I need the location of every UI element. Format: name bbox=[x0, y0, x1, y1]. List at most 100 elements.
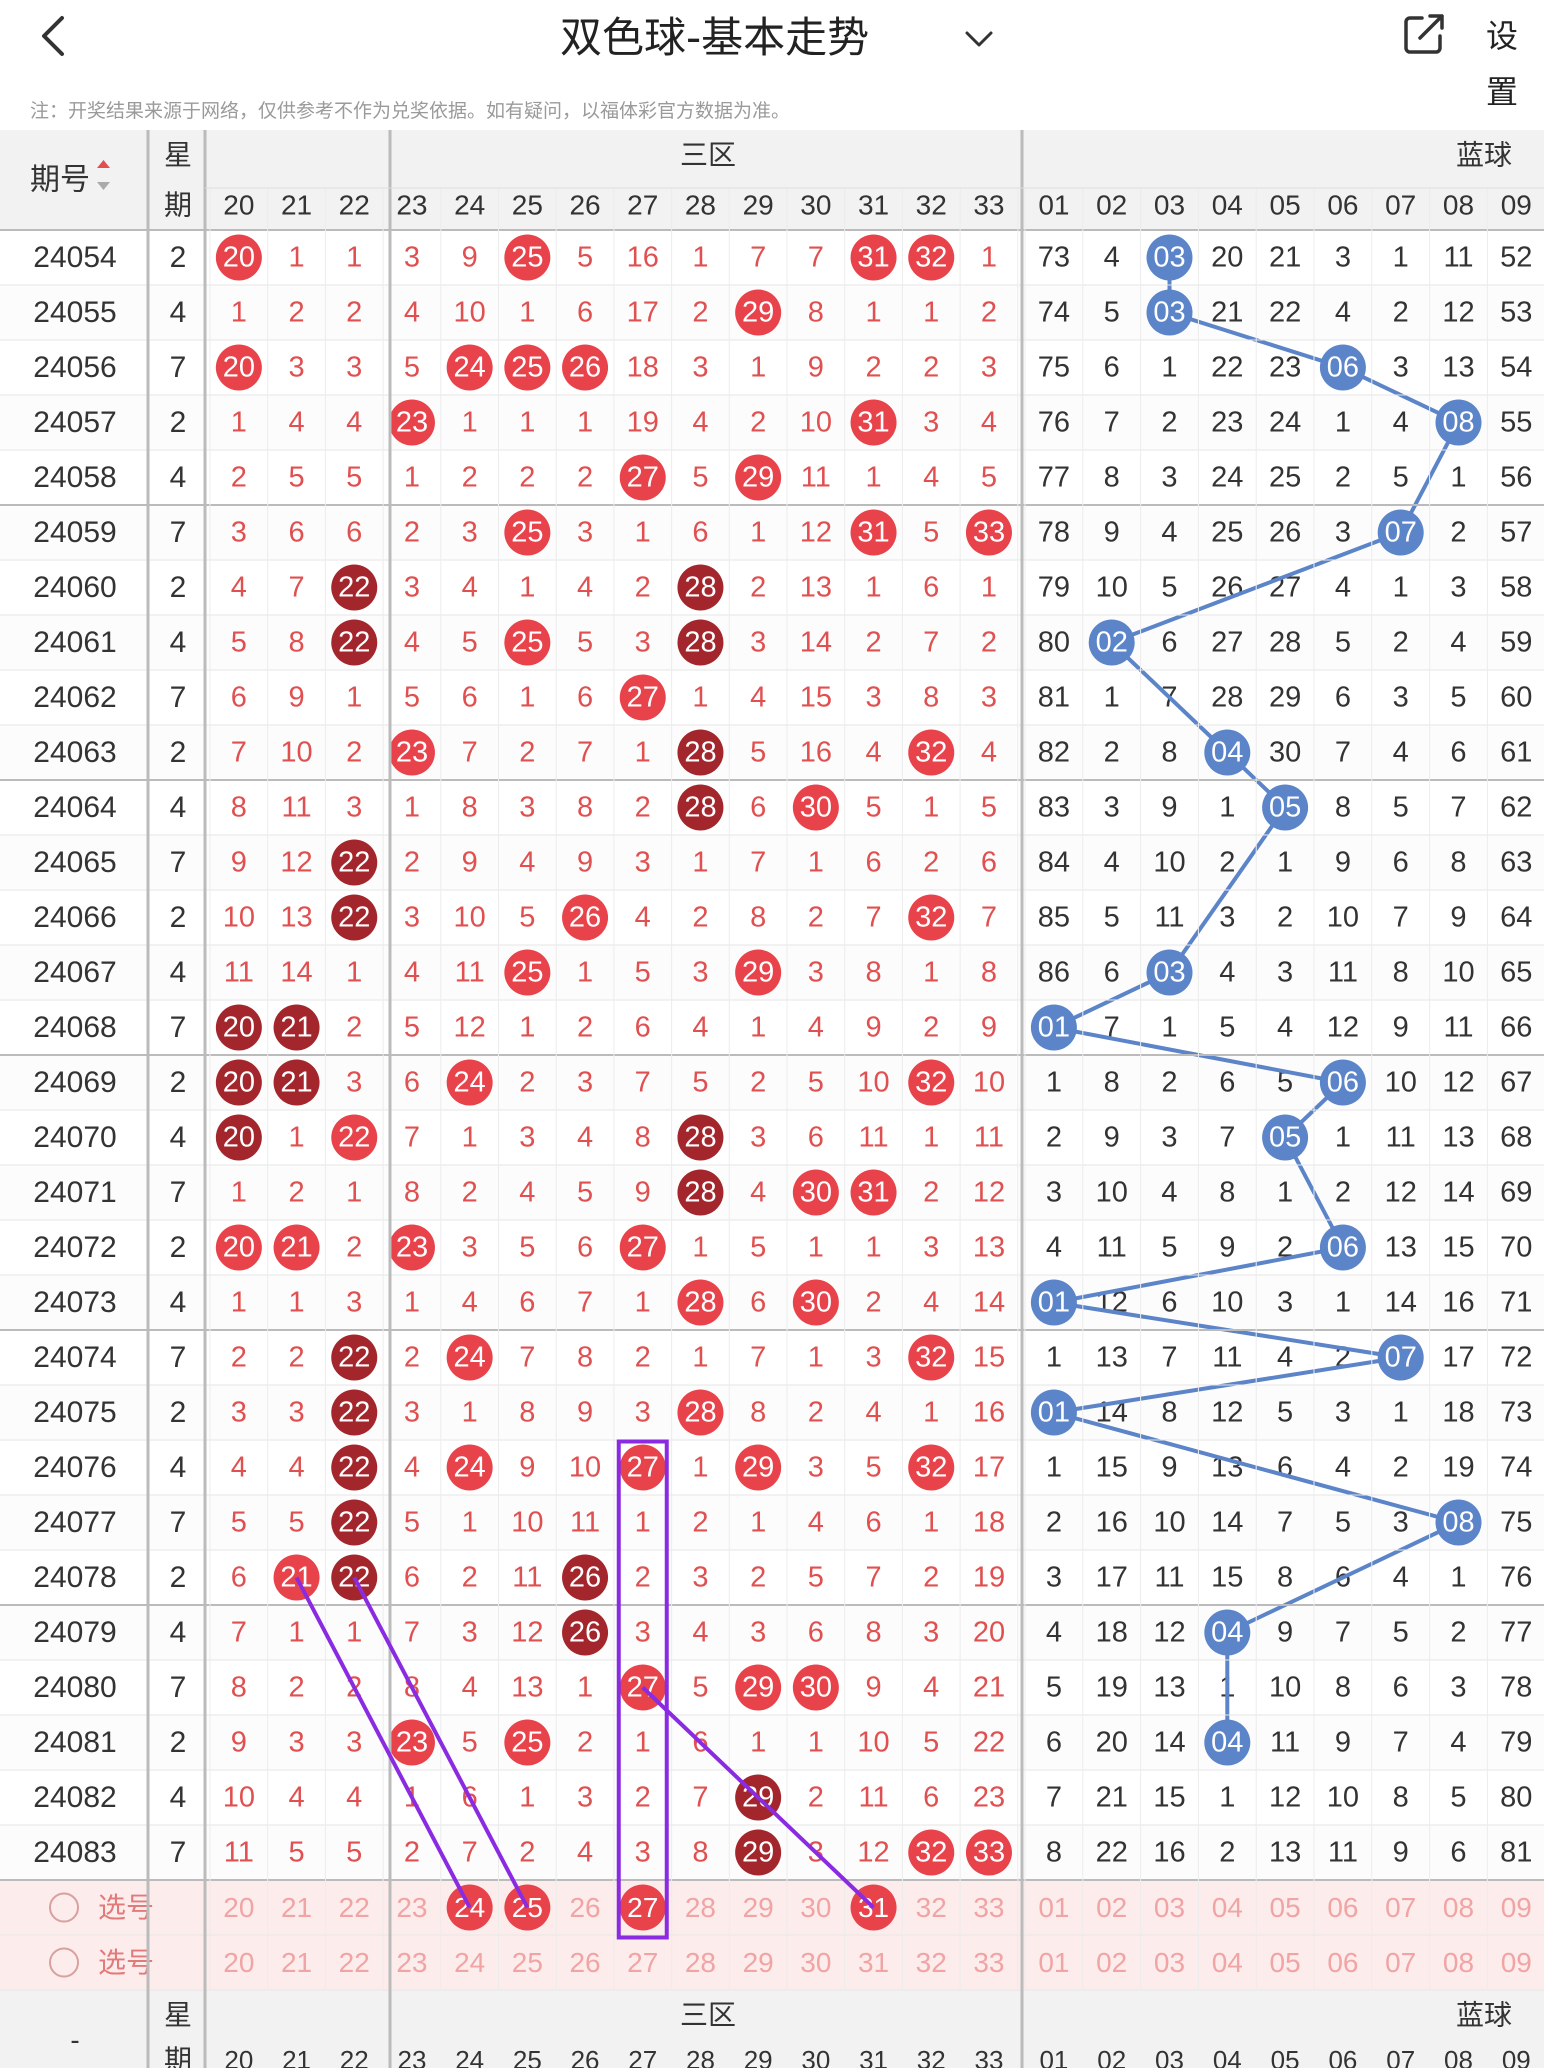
miss-count: 1 bbox=[923, 957, 939, 989]
blue-miss-count: 8 bbox=[1161, 737, 1177, 769]
sort-up-icon[interactable] bbox=[97, 160, 110, 168]
miss-count: 2 bbox=[462, 1562, 478, 1594]
select-radio[interactable] bbox=[49, 1892, 79, 1923]
blue-miss-count: 5 bbox=[1393, 1617, 1409, 1649]
page-title[interactable]: 双色球-基本走势 bbox=[560, 13, 870, 62]
miss-count: 5 bbox=[519, 1232, 535, 1264]
miss-count: 7 bbox=[750, 1342, 766, 1374]
miss-count: 2 bbox=[808, 1397, 824, 1429]
issue-header[interactable]: 期号 bbox=[30, 164, 90, 197]
select-number[interactable]: 31 bbox=[858, 1947, 889, 1978]
settings-button[interactable]: 设置 bbox=[1486, 17, 1519, 111]
back-arrow-icon[interactable] bbox=[34, 14, 74, 58]
select-number[interactable]: 27 bbox=[627, 1947, 658, 1978]
select-number[interactable]: 07 bbox=[1385, 1892, 1416, 1923]
select-number[interactable]: 02 bbox=[1096, 1947, 1127, 1978]
red-ball bbox=[273, 1224, 320, 1271]
select-number[interactable]: 28 bbox=[685, 1947, 716, 1978]
red-ball bbox=[504, 619, 551, 666]
select-number[interactable]: 23 bbox=[396, 1947, 427, 1978]
select-number[interactable]: 33 bbox=[973, 1892, 1004, 1923]
select-number[interactable]: 01 bbox=[1038, 1947, 1069, 1978]
blue-miss-count: 70 bbox=[1500, 1232, 1532, 1264]
issue-number: 24066 bbox=[33, 901, 116, 934]
red-ball-number: 25 bbox=[511, 957, 543, 989]
select-number[interactable]: 25 bbox=[512, 1947, 543, 1978]
blue-miss-count: 1 bbox=[1104, 682, 1120, 714]
selected-ball[interactable] bbox=[619, 1884, 666, 1931]
blue-miss-count: 82 bbox=[1038, 737, 1070, 769]
select-number[interactable]: 26 bbox=[569, 1892, 600, 1923]
select-number[interactable]: 05 bbox=[1270, 1947, 1301, 1978]
select-number[interactable]: 06 bbox=[1327, 1892, 1358, 1923]
select-number[interactable]: 21 bbox=[281, 1892, 312, 1923]
blue-miss-count: 5 bbox=[1393, 462, 1409, 494]
select-number[interactable]: 23 bbox=[396, 1892, 427, 1923]
select-number[interactable]: 06 bbox=[1327, 1947, 1358, 1978]
blue-miss-count: 10 bbox=[1442, 957, 1474, 989]
select-radio[interactable] bbox=[49, 1947, 79, 1978]
select-number[interactable]: 24 bbox=[454, 1947, 485, 1978]
select-number[interactable]: 04 bbox=[1212, 1892, 1243, 1923]
red-column-header: 27 bbox=[628, 2045, 657, 2068]
miss-count: 13 bbox=[280, 902, 312, 934]
select-number[interactable]: 03 bbox=[1154, 1947, 1185, 1978]
select-number[interactable]: 07 bbox=[1385, 1947, 1416, 1978]
miss-count: 12 bbox=[857, 1837, 889, 1869]
select-number[interactable]: 09 bbox=[1501, 1892, 1532, 1923]
miss-count: 5 bbox=[346, 462, 362, 494]
miss-count: 17 bbox=[973, 1452, 1005, 1484]
red-ball-number: 29 bbox=[742, 297, 774, 329]
select-number[interactable]: 33 bbox=[973, 1947, 1004, 1978]
blue-column-header: 08 bbox=[1443, 190, 1474, 221]
select-number[interactable]: 29 bbox=[743, 1947, 774, 1978]
red-ball-number: 32 bbox=[915, 1452, 947, 1484]
select-number[interactable]: 30 bbox=[800, 1892, 831, 1923]
blue-ball-number: 02 bbox=[1096, 627, 1128, 659]
select-number[interactable]: 22 bbox=[339, 1892, 370, 1923]
blue-miss-count: 5 bbox=[1161, 572, 1177, 604]
blue-miss-count: 9 bbox=[1335, 1727, 1351, 1759]
miss-count: 7 bbox=[750, 847, 766, 879]
select-number[interactable]: 20 bbox=[223, 1947, 254, 1978]
select-label[interactable]: 选号 bbox=[98, 1947, 154, 1978]
red-ball-number: 22 bbox=[338, 847, 370, 879]
select-number[interactable]: 02 bbox=[1096, 1892, 1127, 1923]
miss-count: 2 bbox=[635, 792, 651, 824]
chevron-down-icon[interactable] bbox=[962, 24, 996, 52]
red-ball-number: 28 bbox=[684, 1122, 716, 1154]
miss-count: 4 bbox=[519, 1177, 535, 1209]
blue-miss-count: 15 bbox=[1153, 1782, 1185, 1814]
sort-down-icon[interactable] bbox=[97, 182, 110, 190]
select-number[interactable]: 20 bbox=[223, 1892, 254, 1923]
select-number[interactable]: 21 bbox=[281, 1947, 312, 1978]
select-number[interactable]: 01 bbox=[1038, 1892, 1069, 1923]
red-ball bbox=[446, 1334, 493, 1381]
select-number[interactable]: 32 bbox=[916, 1892, 947, 1923]
blue-miss-count: 2 bbox=[1450, 517, 1466, 549]
red-ball bbox=[850, 234, 897, 281]
select-number[interactable]: 22 bbox=[339, 1947, 370, 1978]
miss-count: 4 bbox=[346, 1782, 362, 1814]
miss-count: 8 bbox=[519, 1397, 535, 1429]
select-label[interactable]: 选号 bbox=[98, 1892, 154, 1923]
select-number[interactable]: 03 bbox=[1154, 1892, 1185, 1923]
share-icon[interactable] bbox=[1400, 10, 1448, 58]
select-number[interactable]: 08 bbox=[1443, 1947, 1474, 1978]
select-number[interactable]: 28 bbox=[685, 1892, 716, 1923]
blue-miss-count: 4 bbox=[1335, 1452, 1351, 1484]
blue-miss-count: 7 bbox=[1393, 902, 1409, 934]
select-number[interactable]: 08 bbox=[1443, 1892, 1474, 1923]
select-number[interactable]: 30 bbox=[800, 1947, 831, 1978]
select-number[interactable]: 32 bbox=[916, 1947, 947, 1978]
select-number[interactable]: 27 bbox=[627, 1892, 658, 1923]
blue-miss-count: 3 bbox=[1450, 1672, 1466, 1704]
select-number[interactable]: 26 bbox=[569, 1947, 600, 1978]
select-number[interactable]: 29 bbox=[743, 1892, 774, 1923]
select-number[interactable]: 04 bbox=[1212, 1947, 1243, 1978]
select-number[interactable]: 05 bbox=[1270, 1892, 1301, 1923]
select-number[interactable]: 09 bbox=[1501, 1947, 1532, 1978]
table-header bbox=[0, 130, 1544, 230]
blue-miss-count: 20 bbox=[1096, 1727, 1128, 1759]
red-column-header: 22 bbox=[339, 190, 370, 221]
